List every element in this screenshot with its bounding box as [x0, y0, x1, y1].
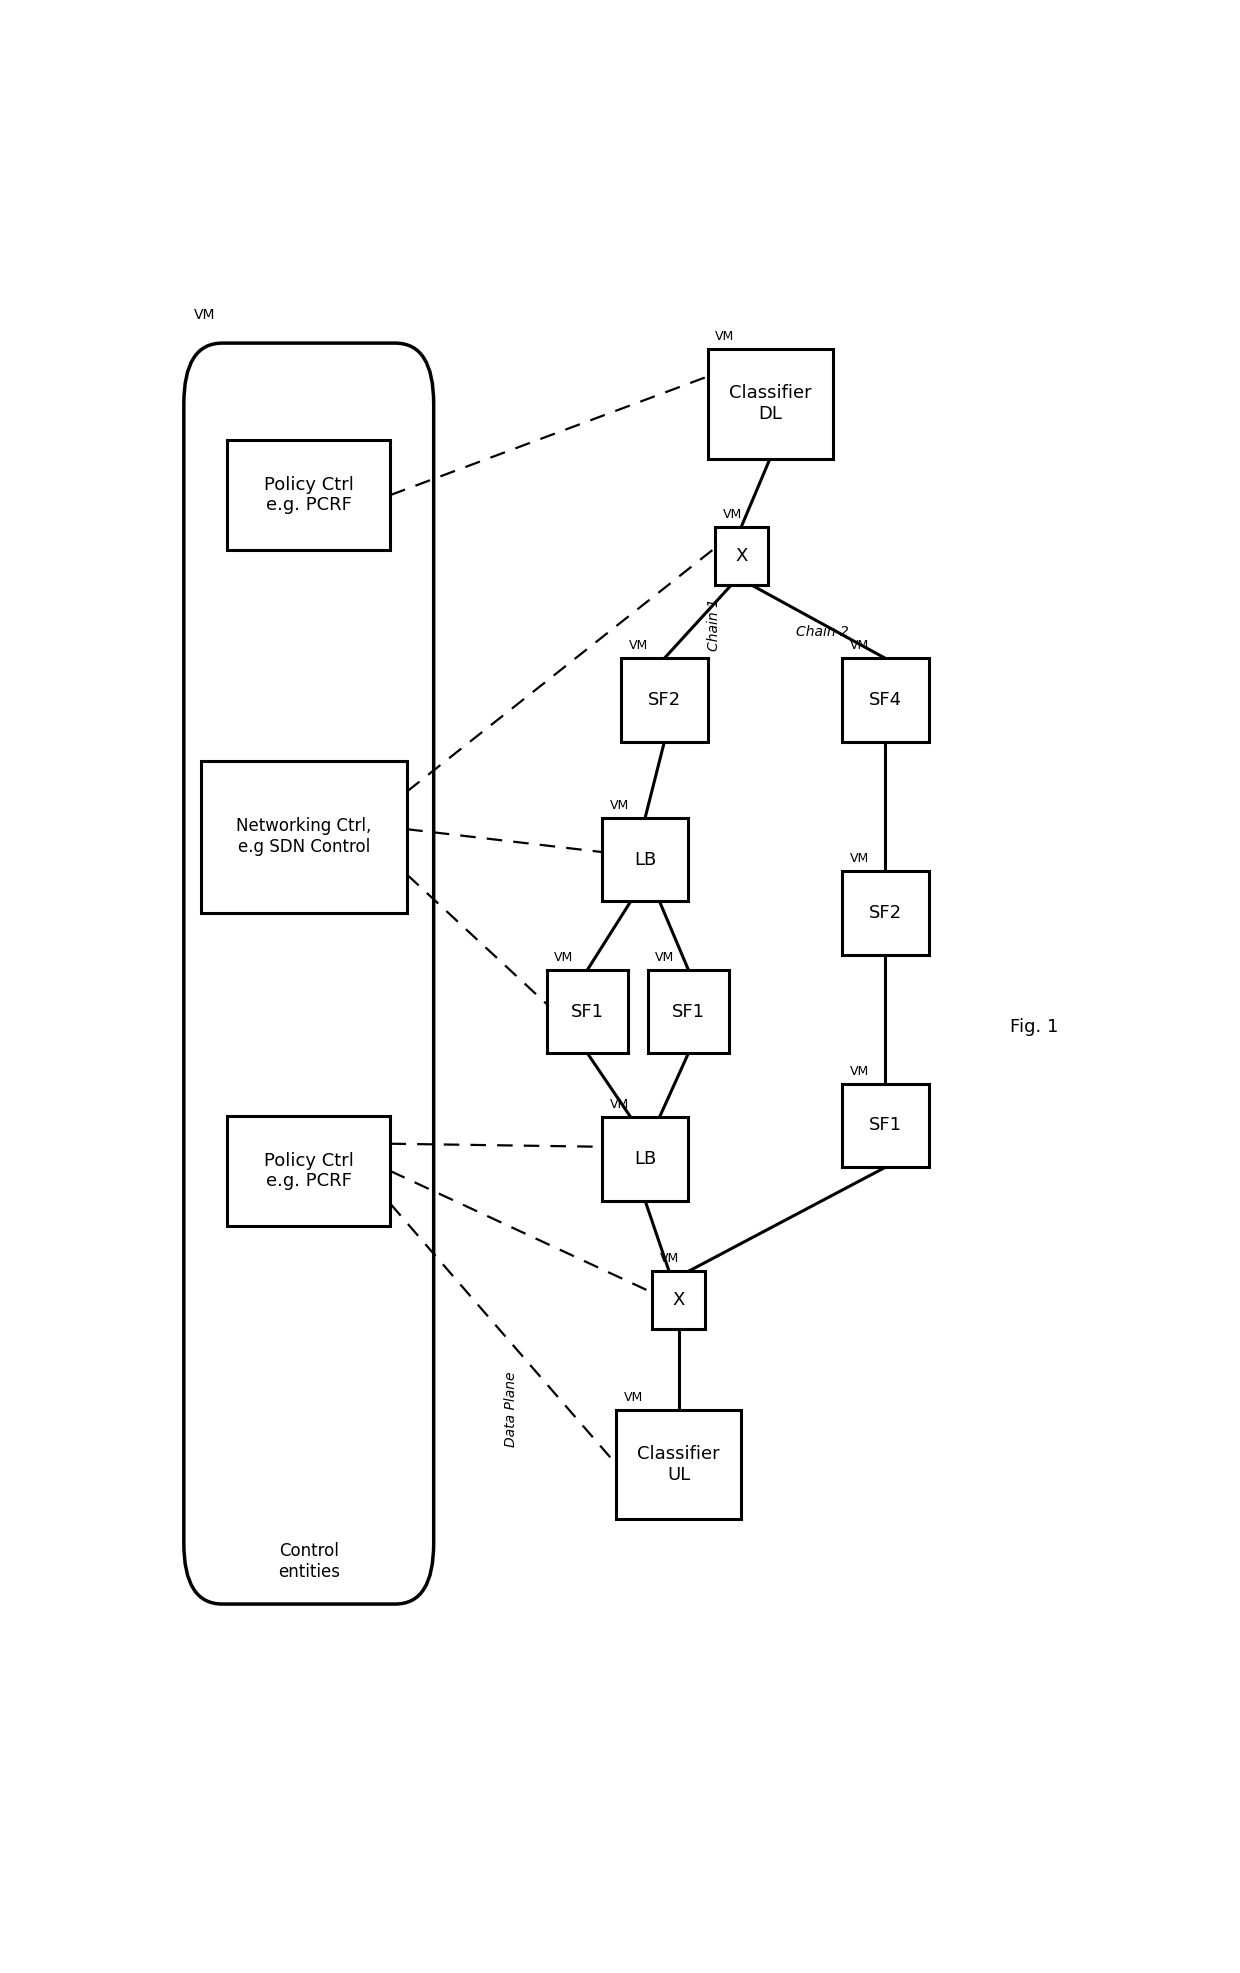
FancyBboxPatch shape — [601, 1117, 688, 1202]
Text: VM: VM — [193, 308, 215, 322]
FancyBboxPatch shape — [227, 440, 391, 550]
Text: LB: LB — [634, 1150, 656, 1168]
FancyBboxPatch shape — [714, 527, 768, 584]
Text: Classifier
UL: Classifier UL — [637, 1444, 720, 1484]
Text: Data Plane: Data Plane — [503, 1371, 517, 1448]
Text: VM: VM — [629, 639, 649, 653]
Text: Policy Ctrl
e.g. PCRF: Policy Ctrl e.g. PCRF — [264, 475, 353, 515]
Text: Networking Ctrl,
e.g SDN Control: Networking Ctrl, e.g SDN Control — [237, 817, 372, 856]
FancyBboxPatch shape — [184, 343, 434, 1604]
FancyBboxPatch shape — [842, 1083, 929, 1168]
Text: Control
entities: Control entities — [278, 1543, 340, 1580]
Text: VM: VM — [849, 1065, 869, 1077]
Text: Policy Ctrl
e.g. PCRF: Policy Ctrl e.g. PCRF — [264, 1152, 353, 1190]
Text: VM: VM — [849, 852, 869, 864]
Text: VM: VM — [624, 1391, 644, 1403]
FancyBboxPatch shape — [601, 819, 688, 902]
Text: VM: VM — [610, 1099, 629, 1111]
Text: SF1: SF1 — [672, 1002, 704, 1020]
FancyBboxPatch shape — [201, 762, 407, 913]
Text: VM: VM — [660, 1253, 680, 1265]
Text: VM: VM — [610, 799, 629, 811]
FancyBboxPatch shape — [547, 971, 629, 1054]
Text: LB: LB — [634, 850, 656, 868]
Text: SF2: SF2 — [647, 691, 681, 708]
FancyBboxPatch shape — [621, 659, 708, 742]
FancyBboxPatch shape — [647, 971, 729, 1054]
FancyBboxPatch shape — [616, 1409, 742, 1519]
Text: Fig. 1: Fig. 1 — [1011, 1018, 1059, 1036]
FancyBboxPatch shape — [842, 870, 929, 955]
Text: SF2: SF2 — [869, 904, 901, 921]
Text: SF1: SF1 — [570, 1002, 604, 1020]
FancyBboxPatch shape — [842, 659, 929, 742]
Text: VM: VM — [554, 951, 574, 963]
Text: VM: VM — [655, 951, 675, 963]
FancyBboxPatch shape — [708, 349, 832, 458]
Text: VM: VM — [849, 639, 869, 653]
Text: Chain 2: Chain 2 — [796, 625, 849, 639]
Text: X: X — [672, 1290, 684, 1310]
Text: SF1: SF1 — [869, 1117, 901, 1134]
Text: Chain 1: Chain 1 — [707, 598, 722, 651]
FancyBboxPatch shape — [652, 1271, 706, 1330]
Text: X: X — [735, 547, 748, 564]
Text: SF4: SF4 — [869, 691, 901, 708]
Text: VM: VM — [715, 329, 734, 343]
Text: Classifier
DL: Classifier DL — [729, 385, 811, 424]
Text: VM: VM — [723, 507, 742, 521]
FancyBboxPatch shape — [227, 1117, 391, 1225]
